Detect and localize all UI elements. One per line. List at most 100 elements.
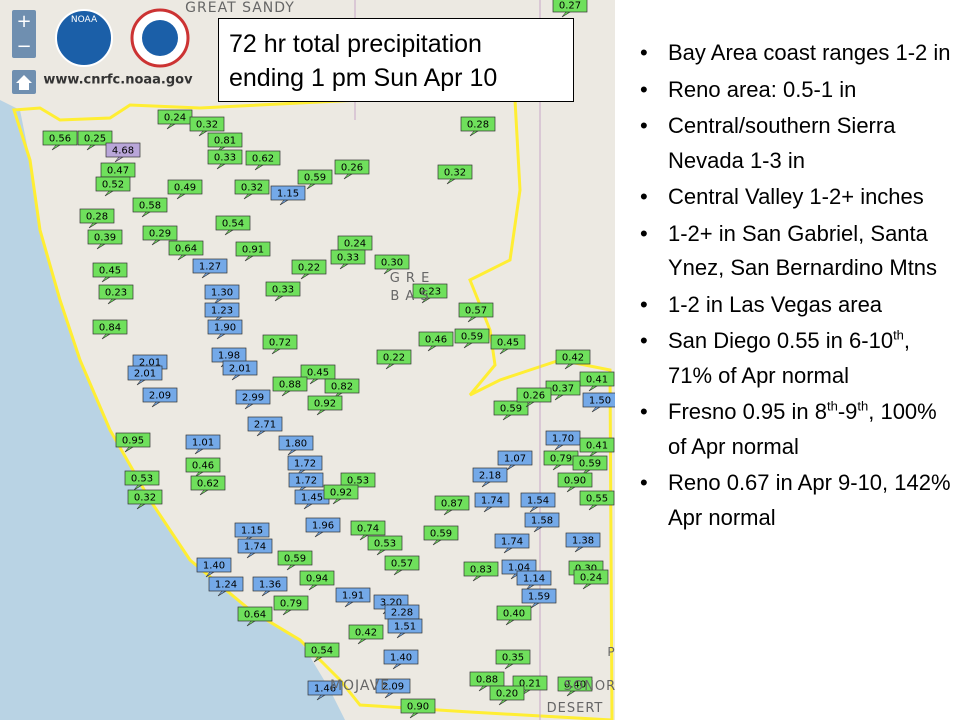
station-value: 0.41 (586, 375, 608, 386)
station-value: 2.18 (479, 471, 501, 482)
station-box (434, 495, 470, 511)
station-value: 1.74 (244, 542, 266, 553)
station-marker: 1.70 (545, 430, 581, 451)
station-box (573, 569, 609, 585)
station-value: 0.88 (476, 675, 498, 686)
station-value: 0.23 (105, 288, 127, 299)
station-value: 0.52 (102, 180, 124, 191)
station-box (299, 570, 335, 586)
bullet-text: Reno 0.67 in Apr 9-10, 142% Apr normal (668, 470, 951, 530)
station-value: 0.41 (586, 441, 608, 452)
station-value: 0.22 (383, 353, 405, 364)
station-value: 1.70 (552, 434, 574, 445)
superscript: th (893, 327, 904, 343)
station-value: 0.39 (94, 233, 116, 244)
station-box (132, 197, 168, 213)
station-value: 0.59 (304, 173, 326, 184)
station-marker: 1.74 (237, 538, 273, 559)
station-marker: 0.95 (115, 432, 151, 453)
station-box (582, 392, 615, 408)
station-marker: 0.49 (167, 179, 203, 200)
noaa-text: NOAA (71, 15, 98, 25)
website: www.cnrfc.noaa.gov (43, 73, 193, 88)
bullet: 1-2 in Las Vegas area (640, 288, 958, 323)
station-value: 0.82 (331, 382, 353, 393)
station-box (98, 284, 134, 300)
station-marker: 0.64 (237, 606, 273, 627)
station-value: 0.92 (330, 488, 352, 499)
station-marker: 2.71 (247, 416, 283, 437)
station-box (304, 642, 340, 658)
station-value: 0.32 (444, 168, 466, 179)
station-value: 1.23 (211, 306, 233, 317)
station-value: 0.91 (242, 245, 264, 256)
station-value: 0.45 (497, 338, 519, 349)
station-value: 1.07 (504, 454, 526, 465)
station-box (495, 649, 531, 665)
station-box (412, 283, 448, 299)
station-marker: 0.88 (469, 671, 505, 692)
station-box (376, 349, 412, 365)
station-box (490, 334, 526, 350)
bullet-text: Fresno 0.95 in 8 (668, 399, 827, 424)
station-box (287, 455, 323, 471)
station-marker: 1.30 (204, 284, 240, 305)
station-box (142, 225, 178, 241)
station-value: 0.55 (586, 494, 608, 505)
station-box (262, 334, 298, 350)
station-value: 0.25 (84, 134, 106, 145)
bullet-text: Reno area: 0.5-1 in (668, 76, 857, 102)
station-marker: 0.25 (77, 130, 113, 151)
station-marker: 0.32 (127, 489, 163, 510)
zoom-out[interactable]: − (16, 36, 31, 57)
station-box (265, 281, 301, 297)
station-value: 0.24 (344, 239, 366, 250)
bullet: Fresno 0.95 in 8th-9th, 100% of Apr norm… (640, 395, 958, 464)
station-box (572, 455, 608, 471)
station-box (472, 467, 508, 483)
station-marker: 1.80 (278, 435, 314, 456)
station-value: 0.40 (503, 609, 525, 620)
station-marker: 0.42 (555, 349, 591, 370)
station-value: 0.81 (214, 136, 236, 147)
station-marker: 0.82 (324, 378, 360, 399)
station-marker: 0.53 (367, 535, 403, 556)
station-marker: 0.26 (516, 387, 552, 408)
station-value: 0.28 (86, 212, 108, 223)
station-box (305, 517, 341, 533)
station-marker: 0.28 (79, 208, 115, 229)
station-box (196, 557, 232, 573)
station-marker: 0.94 (299, 570, 335, 591)
station-value: 1.54 (527, 496, 549, 507)
station-box (307, 680, 343, 696)
station-box (460, 116, 496, 132)
station-marker: 1.27 (192, 258, 228, 279)
station-value: 3.20 (380, 598, 402, 609)
station-value: 0.64 (244, 610, 266, 621)
zoom-in[interactable]: + (16, 11, 31, 32)
station-box (235, 389, 271, 405)
station-box (493, 400, 529, 416)
station-marker: 0.90 (400, 698, 436, 719)
station-value: 0.59 (500, 404, 522, 415)
station-value: 0.79 (280, 599, 302, 610)
station-marker: 0.29 (142, 225, 178, 246)
station-marker: 1.91 (335, 587, 371, 608)
station-value: 1.01 (192, 438, 214, 449)
station-value: 2.71 (254, 420, 276, 431)
station-marker: 1.74 (474, 492, 510, 513)
station-marker: 1.54 (520, 492, 556, 513)
station-value: 2.09 (382, 682, 404, 693)
station-value: 1.59 (528, 592, 550, 603)
station-box (437, 164, 473, 180)
station-marker: 0.54 (304, 642, 340, 663)
station-marker: 1.96 (305, 517, 341, 538)
zoom-control (12, 10, 36, 58)
title-box: 72 hr total precipitation ending 1 pm Su… (218, 18, 574, 102)
station-box (168, 240, 204, 256)
station-value: 1.14 (523, 574, 545, 585)
station-marker: 0.79 (273, 595, 309, 616)
station-marker: 1.01 (185, 434, 221, 455)
station-box (374, 254, 410, 270)
station-value: 0.24 (164, 113, 186, 124)
